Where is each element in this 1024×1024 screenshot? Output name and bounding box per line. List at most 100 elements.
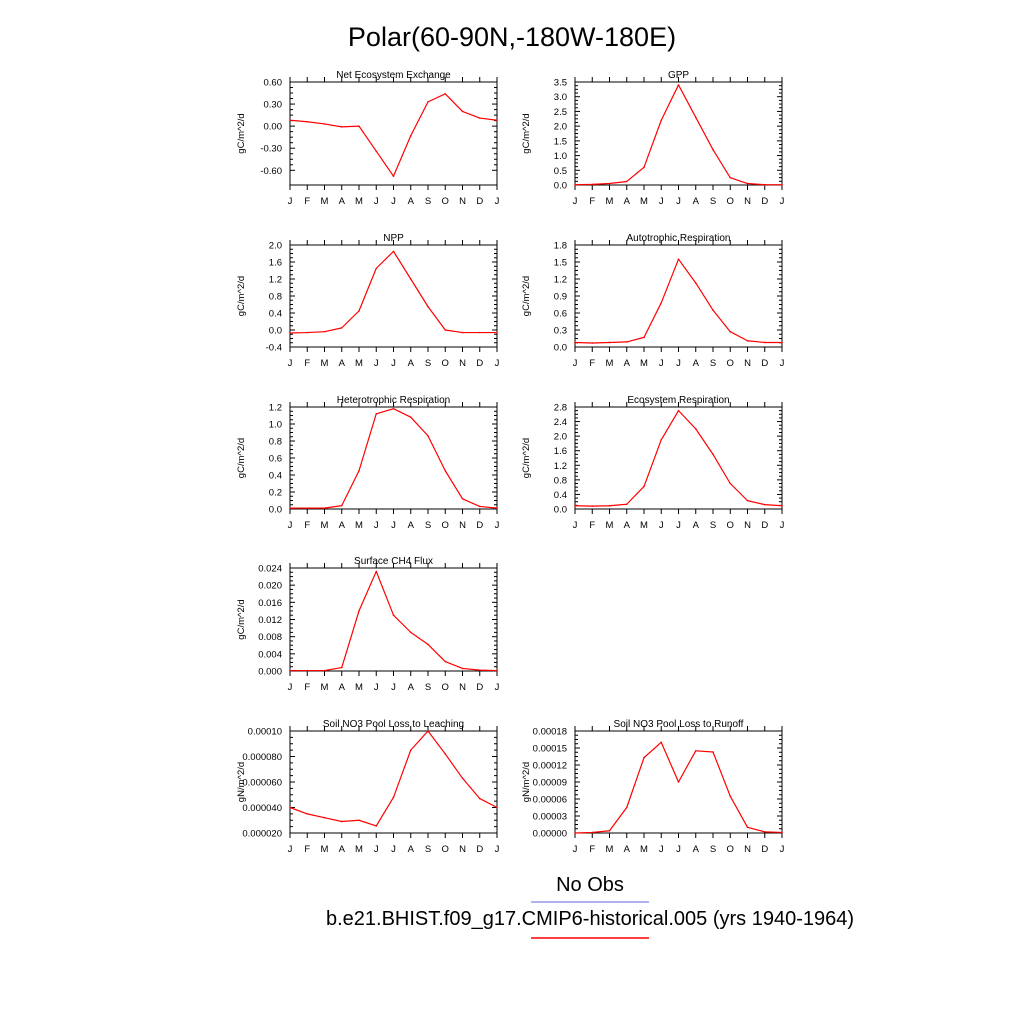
data-point [323, 330, 326, 333]
x-tick-label: O [727, 358, 734, 369]
y-tick-label: 0.00012 [533, 761, 567, 772]
y-tick-label: 2.5 [554, 107, 567, 118]
y-tick-label: 1.0 [269, 420, 282, 431]
data-point [677, 84, 680, 86]
data-point [608, 182, 611, 185]
data-point [306, 331, 309, 334]
data-point [643, 166, 645, 169]
data-point [677, 781, 680, 783]
x-tick-label: J [288, 682, 293, 693]
y-tick-label: 1.6 [554, 446, 567, 457]
data-point [763, 183, 766, 186]
x-tick-label: A [339, 682, 346, 693]
data-point [323, 816, 326, 819]
x-tick-label: J [676, 520, 681, 531]
data-point [409, 631, 412, 634]
x-tick-label: A [339, 520, 346, 531]
x-tick-label: M [321, 196, 329, 207]
data-point [694, 116, 697, 119]
x-tick-label: D [476, 358, 483, 369]
data-point [358, 125, 360, 127]
x-tick-label: N [459, 520, 466, 531]
y-tick-label: 0.0 [269, 505, 282, 516]
data-point [712, 309, 714, 311]
data-point [729, 176, 732, 179]
data-point [660, 438, 663, 441]
y-tick-label: 0.000080 [242, 752, 282, 763]
y-tick-label: 1.6 [269, 258, 282, 269]
legend: No Obs b.e21.BHIST.f09_g17.CMIP6-histori… [326, 874, 854, 939]
x-tick-label: N [744, 358, 751, 369]
data-point [289, 806, 291, 809]
y-tick-label: 1.2 [269, 275, 282, 286]
y-tick-label: 0.4 [269, 471, 282, 482]
x-tick-label: J [288, 520, 293, 531]
x-tick-label: N [744, 844, 751, 855]
data-point [358, 310, 360, 312]
x-tick-label: M [640, 358, 648, 369]
x-tick-label: M [640, 520, 648, 531]
x-tick-label: N [459, 358, 466, 369]
y-tick-label: 0.00003 [533, 812, 567, 823]
x-tick-label: N [459, 682, 466, 693]
panel-title: Soil NO3 Pool Loss to Leaching [323, 719, 464, 730]
data-point [677, 258, 680, 260]
y-tick-label: 0.60 [264, 78, 283, 89]
x-tick-label: M [606, 844, 614, 855]
y-tick-label: -0.4 [266, 343, 282, 354]
x-tick-label: J [495, 520, 500, 531]
data-point [591, 831, 594, 834]
data-point [340, 504, 343, 507]
y-tick-label: 0.024 [258, 564, 282, 575]
x-tick-label: J [288, 358, 293, 369]
data-point [643, 756, 645, 759]
data-point [763, 341, 766, 344]
x-tick-label: S [425, 520, 431, 531]
x-tick-label: A [339, 358, 346, 369]
x-tick-label: F [304, 358, 310, 369]
x-tick-label: M [321, 682, 329, 693]
data-point [574, 504, 576, 507]
chart-panel: Heterotrophic Respiration gC/m^2/d 1.2 1.0 0… [236, 395, 500, 531]
x-tick-label: S [710, 196, 716, 207]
data-point [763, 831, 766, 833]
data-point [478, 505, 481, 508]
data-point [409, 416, 412, 419]
data-point [574, 183, 576, 186]
data-point [608, 504, 611, 507]
x-tick-label: J [676, 196, 681, 207]
data-point [392, 614, 395, 617]
data-point [608, 829, 611, 832]
y-tick-label: 1.5 [554, 136, 567, 147]
x-tick-label: A [624, 196, 631, 207]
data-point [323, 507, 326, 509]
x-tick-label: A [339, 196, 346, 207]
x-tick-label: M [640, 196, 648, 207]
data-point [306, 669, 309, 672]
data-point [358, 610, 360, 612]
data-point [409, 749, 412, 751]
x-tick-label: N [744, 520, 751, 531]
data-point [781, 831, 783, 834]
data-point [306, 507, 309, 509]
y-axis-label: gN/m^2/d [236, 762, 247, 802]
data-point [392, 407, 395, 410]
x-tick-label: J [659, 196, 664, 207]
data-point [712, 751, 714, 753]
y-tick-label: 1.5 [554, 258, 567, 269]
y-tick-label: 1.2 [269, 403, 282, 414]
data-point [427, 730, 429, 732]
x-tick-label: F [304, 196, 310, 207]
y-tick-label: 0.004 [258, 649, 282, 660]
data-point [478, 117, 481, 119]
data-point [660, 302, 663, 304]
y-tick-label: 0.3 [554, 326, 567, 337]
x-tick-label: A [624, 844, 631, 855]
data-point [496, 806, 498, 809]
x-tick-label: J [573, 844, 578, 855]
y-tick-label: 0.000040 [242, 803, 282, 814]
data-point [694, 282, 697, 284]
data-point [358, 469, 360, 472]
x-tick-label: D [761, 844, 768, 855]
